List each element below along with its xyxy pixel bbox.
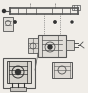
Circle shape [54, 21, 56, 23]
Circle shape [14, 21, 16, 23]
Circle shape [15, 69, 21, 74]
Bar [66, 40, 74, 50]
Circle shape [2, 9, 5, 12]
Bar [72, 5, 80, 10]
Bar [10, 87, 26, 91]
Bar [7, 61, 31, 83]
Bar [3, 58, 35, 88]
Bar [3, 17, 13, 31]
Bar [38, 35, 66, 57]
Bar [28, 38, 38, 53]
Circle shape [71, 21, 73, 23]
Bar [52, 62, 72, 78]
Circle shape [48, 45, 52, 49]
